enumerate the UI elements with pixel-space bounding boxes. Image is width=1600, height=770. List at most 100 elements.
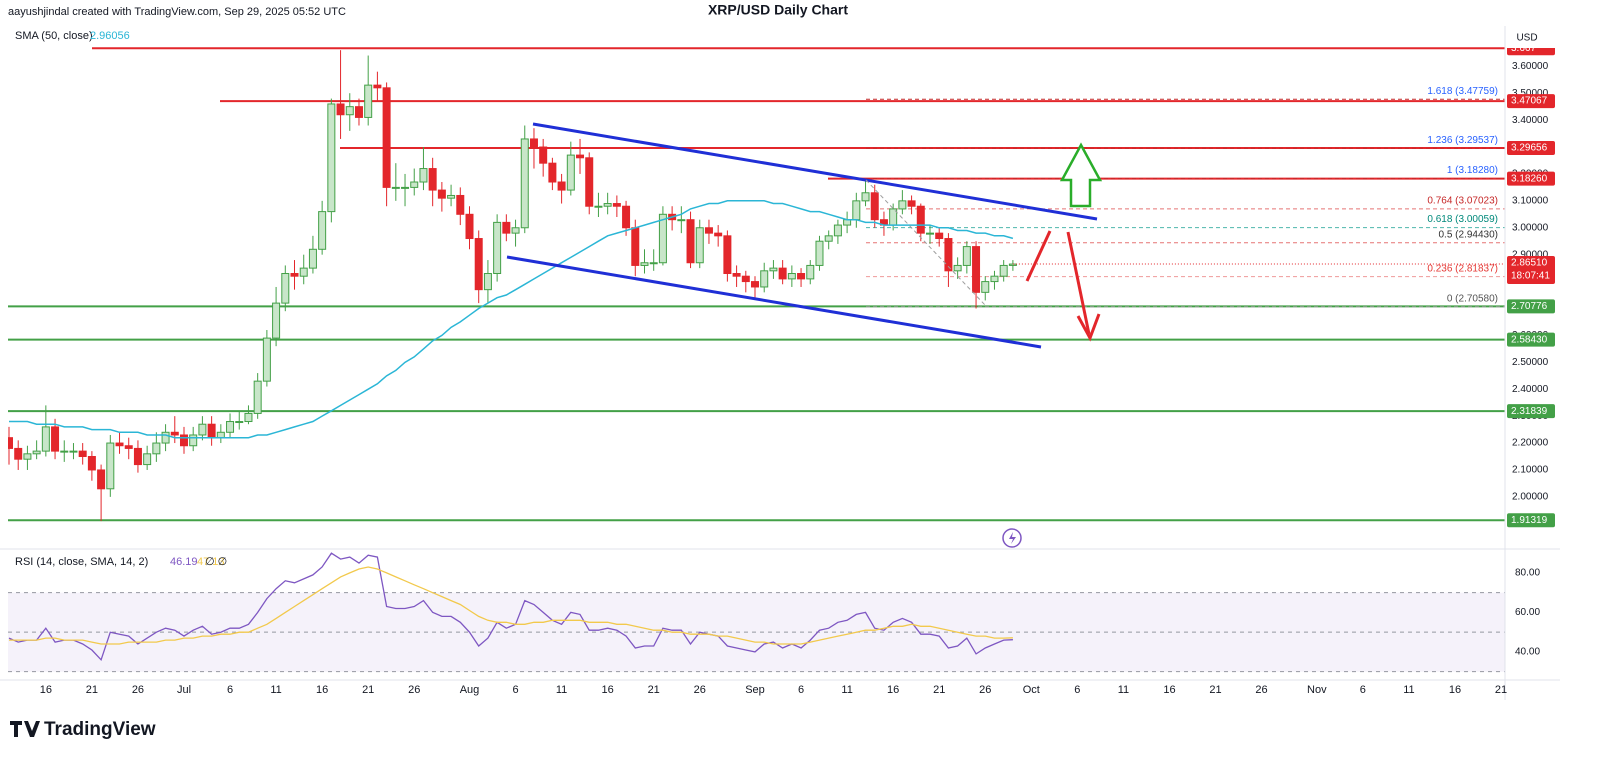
rsi-pane [8, 552, 1505, 673]
candle-body [806, 264, 815, 280]
level-label: 3.29656 [1511, 143, 1548, 154]
candle-body [456, 194, 465, 215]
candle-body [299, 267, 308, 277]
candle-body [493, 221, 502, 275]
candle-body [751, 281, 760, 288]
candle-body [594, 205, 603, 208]
candle-body [787, 273, 796, 280]
bounce-line [1025, 230, 1052, 282]
candle-body [382, 87, 391, 188]
candle-body [8, 437, 13, 449]
y-tick-label: 2.20000 [1512, 438, 1549, 449]
chart-title: XRP/USD Daily Chart [708, 2, 848, 18]
time-axis: 16 21 26 Jul 6 11 16 21 26 Aug 6 11 16 21 26 Sep 6 11 16 21… [40, 684, 1507, 696]
candle-body [143, 453, 152, 466]
footer-logo: TradingView [10, 719, 156, 740]
candle-body [686, 219, 695, 264]
y-tick-label: 3.10000 [1512, 195, 1549, 206]
y-tick-label: 3.60000 [1512, 61, 1549, 72]
candle-body [23, 453, 32, 460]
candle-body [483, 273, 492, 291]
candle-body [529, 138, 538, 148]
level-label-bg [1507, 332, 1555, 347]
level-label: 2.70776 [1511, 301, 1548, 312]
level-label: 3.18260 [1511, 173, 1548, 184]
y-tick-label: 2.90000 [1512, 249, 1549, 260]
x-tick-label: 11 [1118, 684, 1129, 696]
candle-body [308, 248, 317, 269]
candle-body [106, 442, 115, 490]
x-tick-label: 11 [1403, 684, 1414, 696]
candle-body [999, 264, 1008, 277]
candle-body [87, 456, 96, 471]
candle-body [41, 426, 50, 452]
fib-label: 1.236 (3.29537) [1427, 135, 1498, 146]
candle-body [640, 262, 649, 266]
candle-body [14, 447, 23, 460]
level-label-bg [1507, 513, 1555, 528]
x-tick-label: 26 [408, 684, 420, 696]
fib-label: 0.618 (3.00059) [1427, 214, 1498, 225]
candle-body [972, 246, 981, 293]
rsi-legend: RSI (14, close, SMA, 14, 2) [15, 556, 148, 568]
candle-body [69, 450, 78, 453]
candle-body [833, 224, 842, 237]
x-tick-label: 26 [979, 684, 991, 696]
x-tick-label: Aug [460, 684, 480, 696]
candle-body [327, 103, 336, 213]
candle-body [474, 238, 483, 291]
candle-body [861, 192, 870, 202]
candle-body [198, 423, 207, 436]
last-price-bg [1507, 256, 1555, 285]
level-label: 3.667 [1511, 43, 1536, 54]
candle-body [318, 211, 327, 250]
rsi-legend-na: ∅ ∅ [205, 556, 227, 568]
fib-label: 0 (2.70580) [1447, 294, 1498, 305]
candle-body [585, 157, 594, 207]
level-label-bg [1507, 404, 1555, 419]
level-label: 2.58430 [1511, 334, 1548, 345]
x-tick-label: 26 [132, 684, 144, 696]
rsi-tick-label: 40.00 [1515, 647, 1540, 658]
level-label: 3.47067 [1511, 96, 1548, 107]
fib-label: 0.764 (3.07023) [1427, 196, 1498, 207]
x-tick-label: 26 [694, 684, 706, 696]
candle-body [97, 469, 106, 490]
candle-body [78, 450, 87, 458]
candle-body [207, 423, 216, 439]
candle-body [797, 273, 806, 280]
candle-body [244, 412, 253, 423]
candle-body [262, 337, 271, 382]
candle-body [769, 267, 778, 272]
candle-body [354, 106, 363, 118]
candle-body [502, 221, 511, 234]
last-price-label: 2.86510 [1511, 258, 1548, 269]
x-tick-label: Sep [745, 684, 765, 696]
candle-body [695, 227, 704, 264]
rsi-sma-legend-value: 47.13 [197, 556, 225, 568]
candle-body [336, 103, 345, 116]
candle-body [677, 219, 686, 222]
candle-body [216, 431, 225, 439]
y-tick-label: 3.50000 [1512, 88, 1549, 99]
candle-body [649, 262, 658, 265]
candle-body [723, 235, 732, 275]
x-tick-label: Oct [1023, 684, 1040, 696]
candle-body [364, 84, 373, 118]
rsi-legend-value: 46.19 [170, 556, 198, 568]
candle-body [133, 447, 142, 466]
rsi-line [8, 552, 1013, 662]
candle-body [778, 267, 787, 280]
level-label: 2.31839 [1511, 406, 1548, 417]
up-arrow [1059, 142, 1103, 208]
y-tick-label: 2.50000 [1512, 357, 1549, 368]
down-arrow-head [1076, 313, 1101, 342]
candle-body [51, 426, 60, 452]
main-pane [8, 47, 1505, 522]
candle-body [373, 84, 382, 89]
y-tick-label: 2.10000 [1512, 465, 1549, 476]
candle-body [815, 240, 824, 266]
candle-body [428, 168, 437, 191]
x-tick-label: 26 [1255, 684, 1267, 696]
